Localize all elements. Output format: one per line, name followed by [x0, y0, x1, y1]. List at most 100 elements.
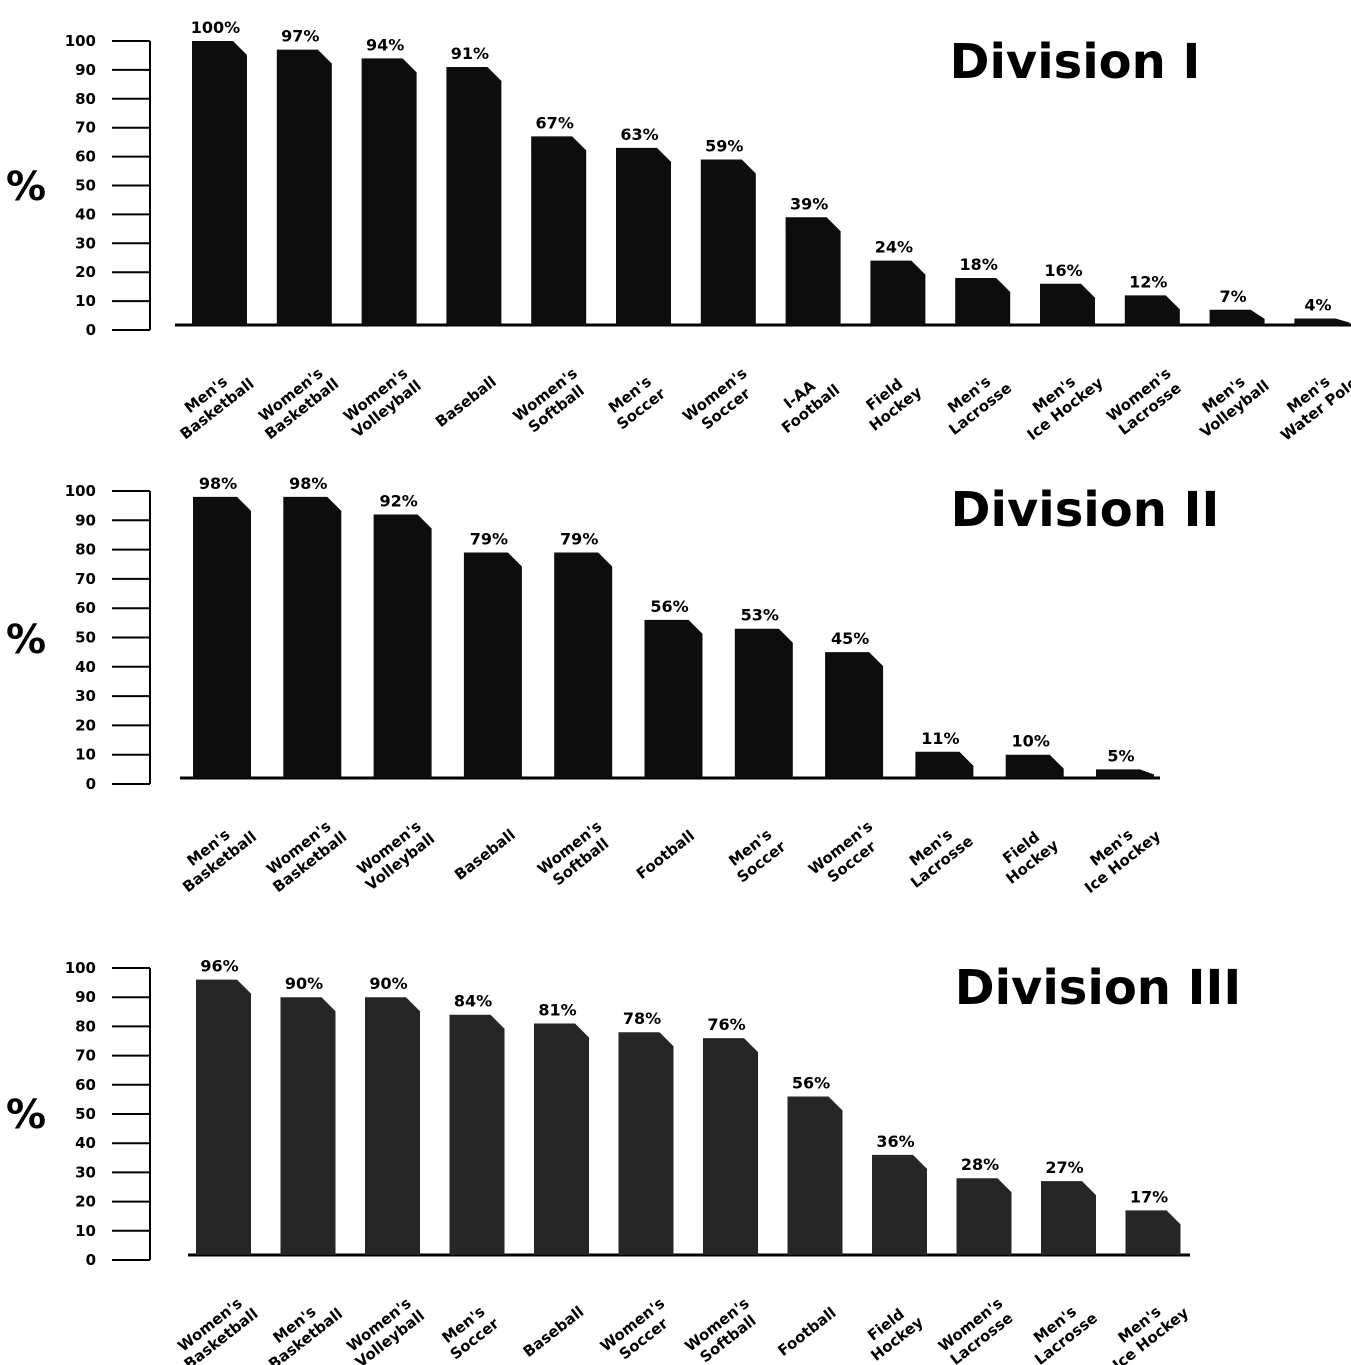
data-label: 16%: [1044, 261, 1082, 280]
data-label: 28%: [961, 1155, 999, 1174]
category-label: Men'sLacrosse: [896, 818, 977, 892]
bar: [446, 67, 502, 325]
category-label: Men'sWater Polo: [1266, 359, 1351, 445]
y-tick-label: 100: [65, 32, 96, 50]
bar: [700, 159, 756, 325]
data-label: 36%: [876, 1132, 914, 1151]
y-tick-label: 50: [75, 1105, 96, 1123]
category-label: Football: [633, 827, 698, 883]
y-tick-label: 40: [75, 1134, 96, 1152]
category-label: FieldHockey: [856, 1299, 927, 1365]
data-label: 18%: [960, 255, 998, 274]
bar: [373, 514, 432, 778]
division-i-chart: Division I % 1009080706050403020100100%M…: [6, 18, 1351, 445]
data-label: 91%: [451, 44, 489, 63]
data-label: 92%: [379, 491, 417, 510]
y-tick-label: 40: [75, 658, 96, 676]
data-label: 78%: [623, 1009, 661, 1028]
y-axis-label: %: [6, 1092, 46, 1138]
category-label-line: Baseball: [520, 1303, 588, 1361]
category-label: Women'sVolleyball: [338, 362, 425, 441]
category-label: FieldHockey: [855, 369, 926, 435]
category-label: Men'sBasketball: [254, 1290, 346, 1365]
category-label: Men'sBasketball: [166, 360, 258, 443]
y-axis-label: %: [6, 164, 46, 210]
bar: [449, 1014, 505, 1255]
bar: [955, 277, 1011, 325]
data-label: 56%: [792, 1073, 830, 1092]
category-label: Women'sSoftball: [510, 364, 592, 439]
category-label: Men'sSoccer: [722, 823, 789, 887]
bar: [1005, 754, 1064, 778]
category-label: Men'sIce Hockey: [1012, 359, 1106, 444]
category-label: Football: [774, 1304, 839, 1360]
bar: [280, 997, 336, 1255]
category-label: Women'sSoccer: [805, 817, 887, 892]
bar: [554, 552, 613, 778]
y-tick-label: 90: [75, 61, 96, 79]
y-tick-label: 60: [75, 1076, 96, 1094]
y-tick-label: 80: [75, 1017, 96, 1035]
category-label-line: Football: [774, 1304, 839, 1360]
bar: [618, 1032, 674, 1255]
bar: [283, 496, 342, 778]
data-label: 12%: [1129, 272, 1167, 291]
data-label: 67%: [536, 113, 574, 132]
y-tick-label: 50: [75, 629, 96, 647]
y-tick-label: 0: [86, 775, 96, 793]
y-tick-label: 30: [75, 234, 96, 252]
data-label: 56%: [650, 597, 688, 616]
category-label: Women'sBasketball: [258, 813, 350, 896]
y-tick-label: 40: [75, 205, 96, 223]
bar: [785, 217, 841, 325]
y-tick-label: 100: [65, 959, 96, 977]
category-label: I-AAFootball: [767, 366, 843, 437]
data-label: 90%: [369, 974, 407, 993]
category-label: Women'sVolleyball: [341, 1292, 428, 1365]
bar: [534, 1023, 589, 1255]
y-tick-label: 70: [75, 1047, 96, 1065]
category-label-line: Football: [633, 827, 698, 883]
bar: [644, 619, 703, 778]
bar: [1124, 295, 1180, 325]
data-label: 90%: [285, 974, 323, 993]
data-label: 10%: [1012, 732, 1050, 751]
data-label: 53%: [741, 606, 779, 625]
category-label: Baseball: [451, 826, 519, 884]
bar: [1294, 318, 1350, 325]
data-label: 5%: [1107, 746, 1134, 765]
category-label: Men'sLacrosse: [1020, 1295, 1101, 1365]
category-label-line: Baseball: [451, 826, 519, 884]
y-tick-label: 50: [75, 177, 96, 195]
y-tick-label: 70: [75, 119, 96, 137]
data-label: 96%: [200, 957, 238, 976]
category-label: Women'sBasketball: [250, 360, 342, 443]
bar: [463, 552, 522, 778]
data-label: 94%: [366, 35, 404, 54]
bar: [531, 136, 587, 325]
bar: [276, 49, 332, 326]
category-label: Men'sSoccer: [602, 370, 669, 434]
data-label: 98%: [289, 474, 327, 493]
category-label: Women'sSoftball: [681, 1294, 763, 1365]
y-tick-label: 20: [75, 1193, 96, 1211]
data-label: 24%: [875, 238, 913, 257]
bar: [915, 751, 974, 778]
bar: [825, 652, 884, 778]
division-ii-chart: Division II % 100908070605040302010098%M…: [6, 474, 1219, 897]
y-axis-label: %: [6, 617, 46, 663]
data-label: 11%: [921, 729, 959, 748]
bar: [1125, 1210, 1181, 1255]
y-tick-label: 60: [75, 148, 96, 166]
y-tick-label: 90: [75, 988, 96, 1006]
bar: [196, 979, 251, 1255]
category-label: Men'sLacrosse: [934, 365, 1015, 439]
bar: [616, 147, 671, 325]
data-label: 79%: [560, 530, 598, 549]
bar: [734, 628, 793, 778]
chart-title: Division III: [955, 960, 1242, 1016]
category-label: Women'sSoccer: [597, 1294, 679, 1365]
data-label: 98%: [199, 474, 237, 493]
category-label: Women'sLacrosse: [935, 1294, 1017, 1365]
